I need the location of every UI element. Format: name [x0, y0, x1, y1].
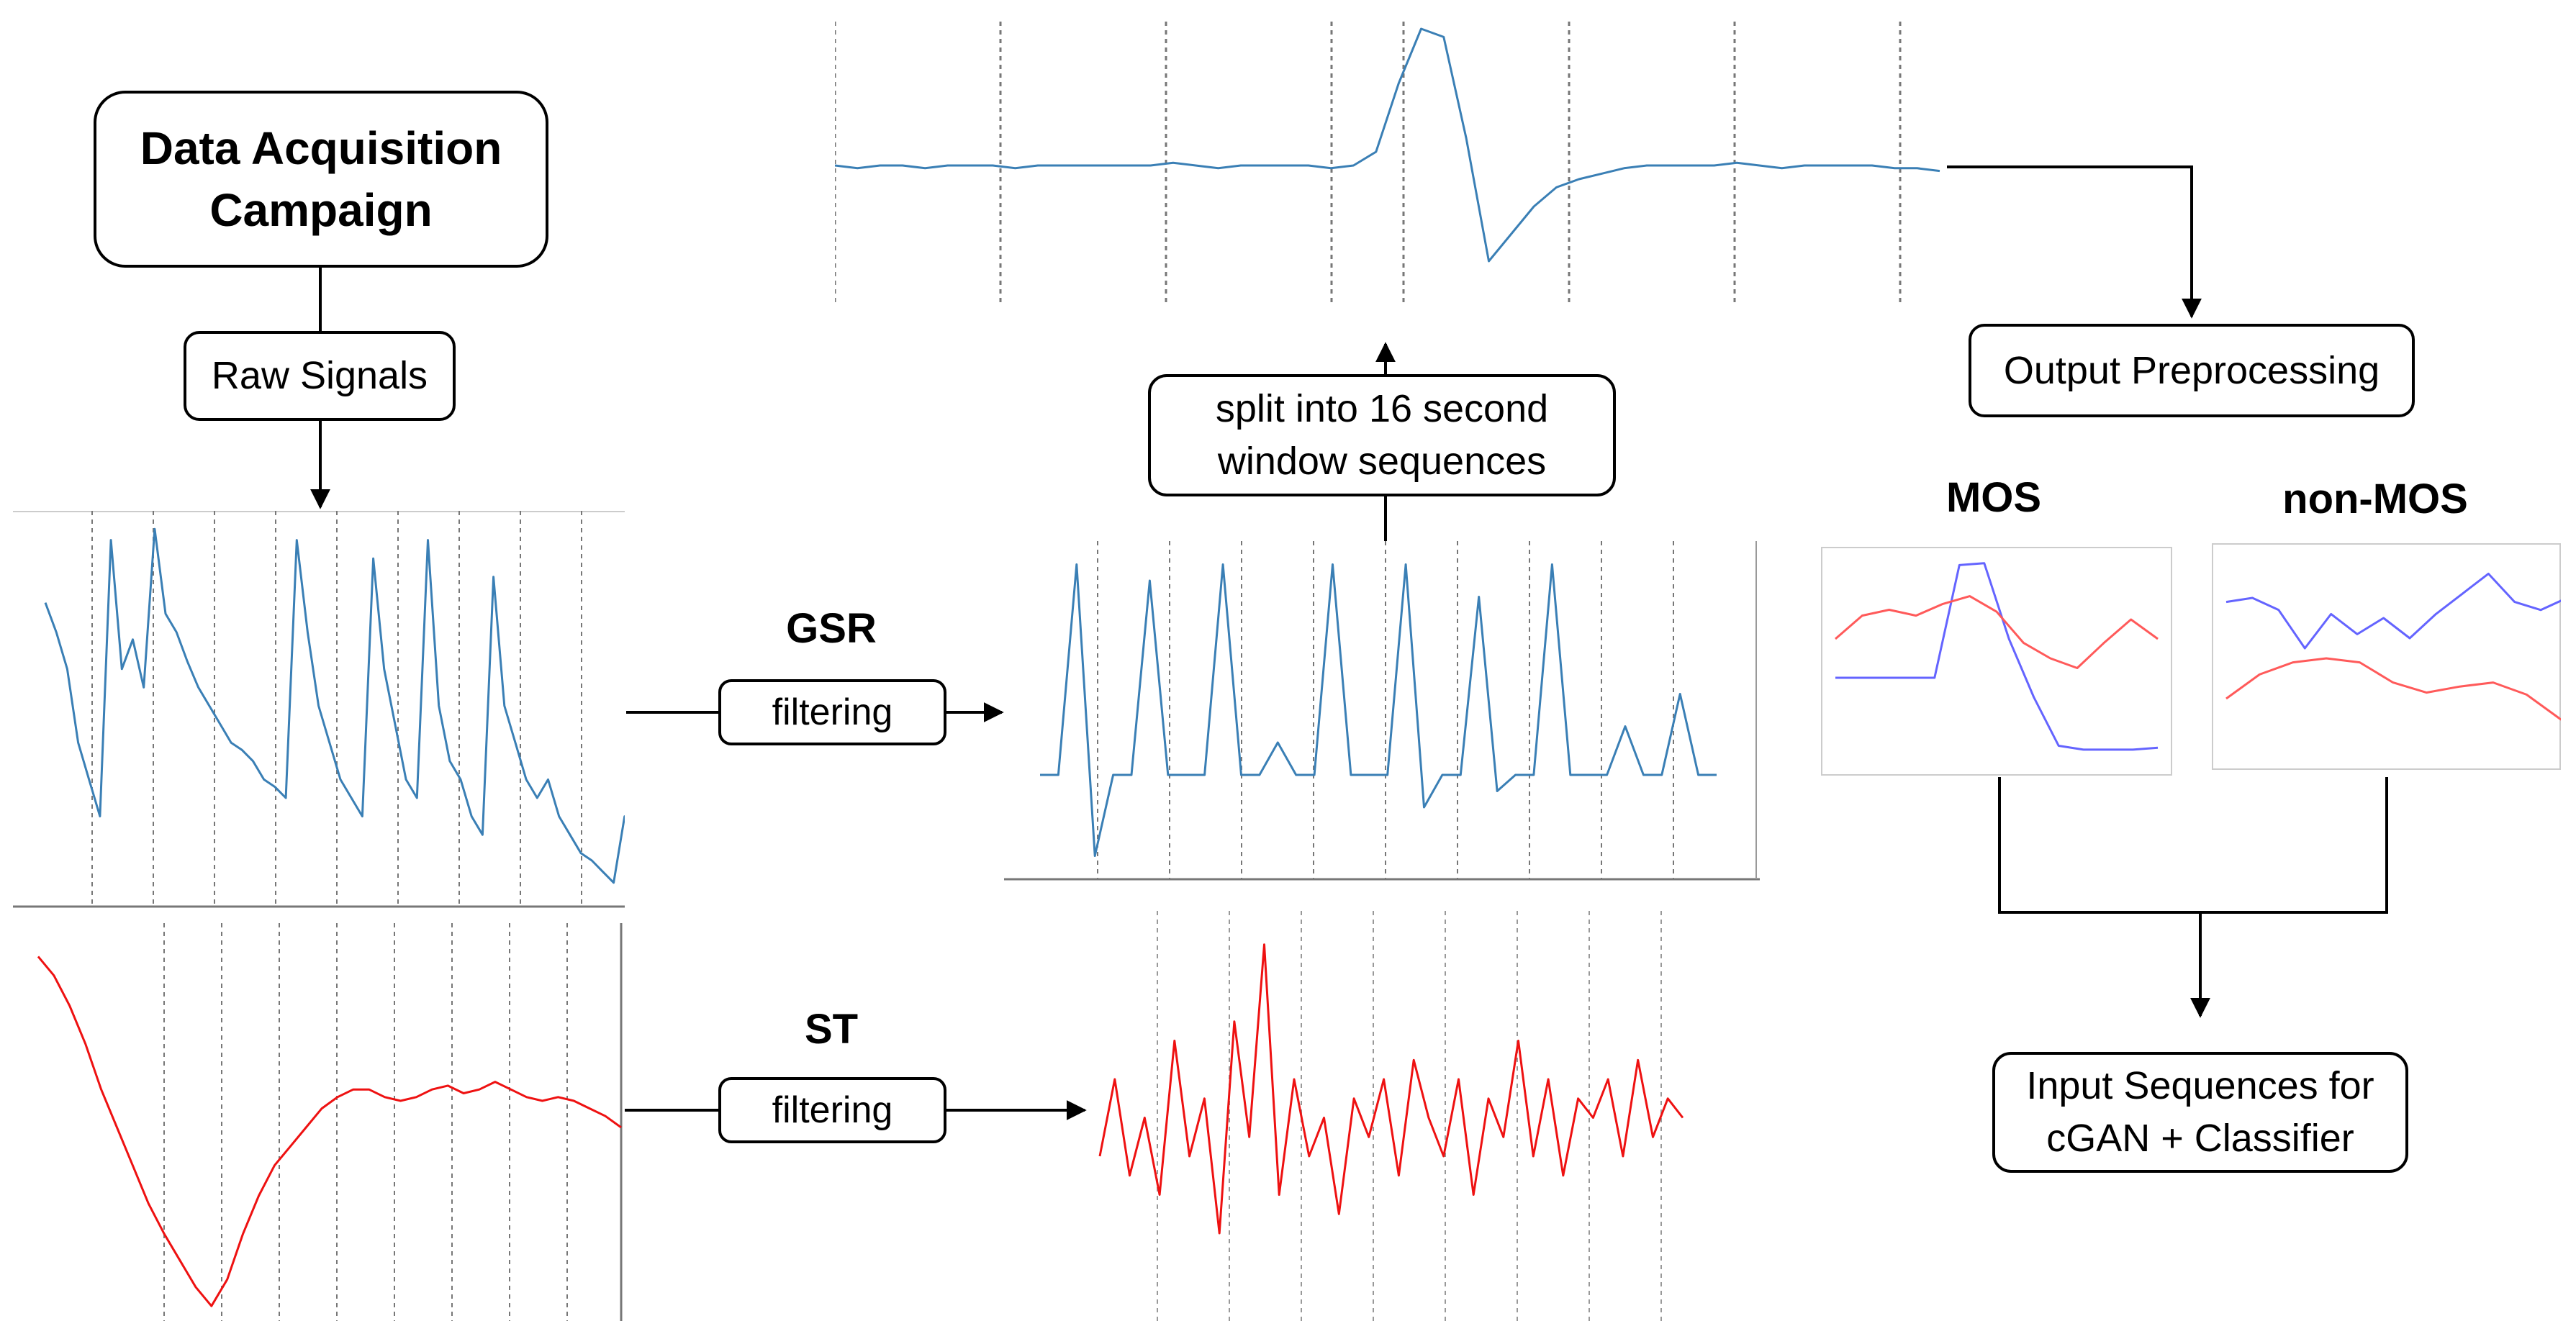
data-acquisition-box: Data Acquisition Campaign	[94, 91, 548, 268]
arrow-window-to-output	[1947, 165, 2202, 319]
raw-gsr-chart	[13, 511, 625, 908]
non-mos-label: non-MOS	[2282, 476, 2468, 522]
raw-signals-label: Raw Signals	[211, 354, 428, 398]
mos-label: MOS	[1945, 474, 2042, 521]
time-dividers	[91, 511, 582, 907]
gsr-filtering-label: filtering	[772, 691, 893, 733]
st-filtering-box: filtering	[718, 1077, 946, 1143]
series-line-1	[44, 527, 625, 884]
series-line-1	[1098, 943, 1684, 1235]
time-dividers	[1097, 541, 1674, 879]
raw-signals-box: Raw Signals	[184, 331, 456, 421]
connector-mos-branch	[1998, 777, 2388, 914]
input-sequences-label: Input Sequences for cGAN + Classifier	[2026, 1064, 2374, 1160]
non-mos-chart	[2212, 543, 2561, 770]
gsr-label: GSR	[786, 605, 877, 652]
output-preprocessing-label: Output Preprocessing	[2003, 348, 2380, 392]
series-line-2	[2225, 657, 2561, 721]
input-sequences-box: Input Sequences for cGAN + Classifier	[1992, 1052, 2408, 1173]
data-acquisition-label: Data Acquisition Campaign	[140, 122, 502, 236]
filtered-st-chart	[1098, 911, 1684, 1321]
mos-chart	[1821, 547, 2172, 776]
st-filtering-label: filtering	[772, 1089, 893, 1131]
filtered-gsr-chart	[1004, 541, 1760, 881]
series-line-1	[1040, 563, 1717, 857]
split-window-label: split into 16 second window sequences	[1215, 387, 1549, 483]
time-dividers	[163, 923, 568, 1321]
window-dividers	[835, 22, 1902, 306]
raw-st-chart	[37, 923, 623, 1321]
st-label: ST	[804, 1006, 859, 1053]
gsr-filtering-box: filtering	[718, 679, 946, 745]
split-window-box: split into 16 second window sequences	[1148, 374, 1616, 496]
series-line-1	[2225, 572, 2561, 650]
series-line-1	[1835, 562, 2159, 751]
chart-frame	[2212, 543, 2561, 770]
chart-frame	[1821, 547, 2172, 776]
series-line-1	[37, 955, 622, 1307]
output-preprocessing-box: Output Preprocessing	[1969, 324, 2415, 417]
series-line-2	[1835, 595, 2159, 669]
time-dividers	[1157, 911, 1662, 1321]
window-sequence-chart	[835, 22, 1940, 306]
series-line-1	[835, 27, 1940, 263]
